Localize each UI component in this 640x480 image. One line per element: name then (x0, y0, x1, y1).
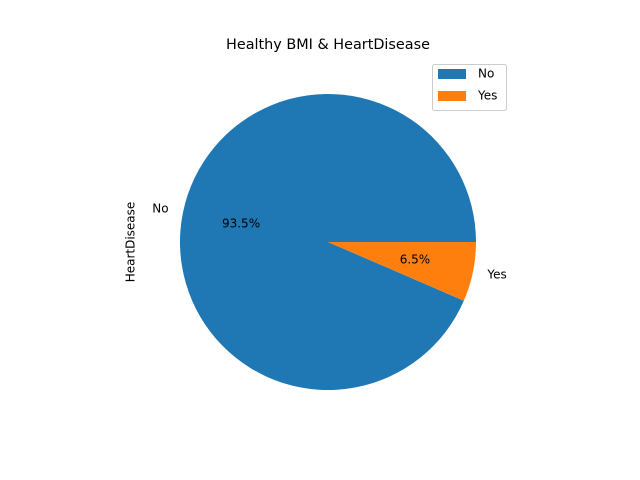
chart-title: Healthy BMI & HeartDisease (226, 37, 430, 53)
slice-category-label: No (152, 201, 168, 215)
legend: No Yes (432, 64, 507, 111)
legend-swatch-yes (438, 91, 466, 101)
legend-label-yes: Yes (477, 89, 497, 103)
pie-slices (180, 94, 476, 390)
y-axis-label: HeartDisease (124, 202, 138, 283)
slice-percent-label: 93.5% (222, 216, 260, 230)
legend-swatch-no (438, 69, 466, 79)
legend-label-no: No (478, 67, 494, 81)
slice-percent-label: 6.5% (400, 253, 431, 267)
pie-labels: No 93.5% Yes 6.5% (152, 201, 507, 281)
pie-slice-yes (328, 242, 476, 301)
slice-category-label: Yes (486, 268, 506, 282)
